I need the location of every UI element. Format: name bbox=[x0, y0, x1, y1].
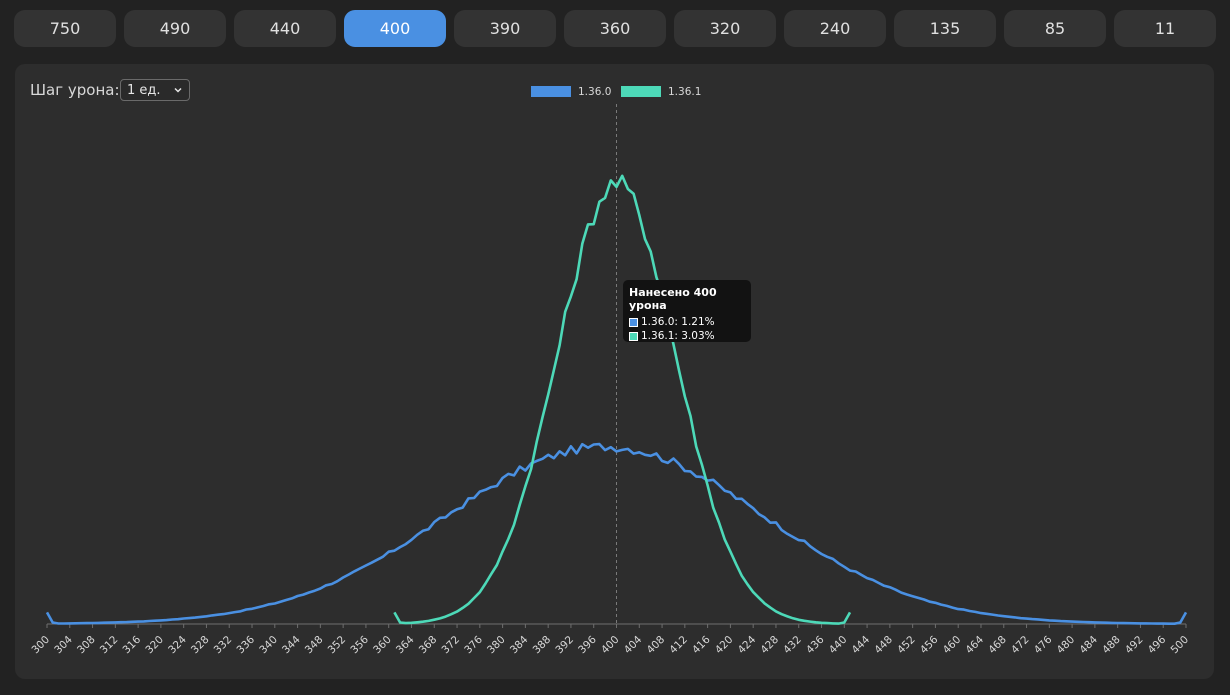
x-tick-label: 416 bbox=[690, 633, 713, 656]
x-tick-label: 424 bbox=[736, 633, 759, 656]
tooltip-swatch-1360 bbox=[629, 317, 638, 327]
x-tick-label: 380 bbox=[485, 634, 508, 657]
chart-panel: Шаг урона: 1 ед. 300 304 308 312 316 320 324 32… bbox=[15, 64, 1214, 679]
x-tick-label: 480 bbox=[1055, 634, 1078, 657]
tooltip-swatch-1361 bbox=[629, 331, 638, 341]
x-tick-label: 464 bbox=[963, 633, 986, 656]
x-tick-label: 344 bbox=[280, 633, 303, 656]
x-tick-label: 400 bbox=[599, 634, 622, 657]
tooltip-title: Нанесено 400 урона bbox=[629, 286, 717, 312]
tab-750[interactable]: 750 bbox=[14, 10, 116, 47]
x-tick-label: 340 bbox=[257, 634, 280, 657]
x-tick-label: 376 bbox=[462, 633, 485, 656]
tab-490[interactable]: 490 bbox=[124, 10, 226, 47]
tab-400[interactable]: 400 bbox=[344, 10, 446, 47]
series-line-1.36.1 bbox=[393, 174, 852, 625]
x-tick-label: 348 bbox=[303, 634, 326, 657]
x-tick-label: 468 bbox=[986, 634, 1009, 657]
tab-390[interactable]: 390 bbox=[454, 10, 556, 47]
x-tick-label: 388 bbox=[531, 634, 554, 657]
x-tick-label: 420 bbox=[713, 634, 736, 657]
chevron-down-icon bbox=[174, 87, 182, 93]
x-tick-label: 364 bbox=[394, 633, 417, 656]
tab-320[interactable]: 320 bbox=[674, 10, 776, 47]
legend-label-1.36.0: 1.36.0 bbox=[578, 86, 611, 98]
x-tick-label: 492 bbox=[1123, 634, 1146, 657]
x-tick-label: 316 bbox=[121, 633, 144, 656]
x-tick-label: 472 bbox=[1009, 634, 1032, 657]
x-tick-label: 476 bbox=[1032, 633, 1055, 656]
legend-swatch-1.36.1 bbox=[621, 86, 661, 97]
x-tick-label: 404 bbox=[622, 633, 645, 656]
x-tick-label: 448 bbox=[872, 634, 895, 657]
x-tick-label: 460 bbox=[941, 634, 964, 657]
damage-tabs: 750 490 440 400 390 360 320 240 135 85 11 bbox=[14, 10, 1216, 47]
tooltip-value-1360: 1.36.0: 1.21% bbox=[641, 316, 715, 328]
x-tick-label: 300 bbox=[29, 634, 52, 657]
x-tick-label: 308 bbox=[75, 634, 98, 657]
x-tick-label: 440 bbox=[827, 634, 850, 657]
x-tick-label: 328 bbox=[189, 634, 212, 657]
legend-label-1.36.1: 1.36.1 bbox=[668, 86, 701, 98]
tab-135[interactable]: 135 bbox=[894, 10, 996, 47]
x-tick-label: 452 bbox=[895, 634, 918, 657]
x-tick-label: 324 bbox=[166, 633, 189, 656]
chart-tooltip: Нанесено 400 урона 1.36.0: 1.21% 1.36.1:… bbox=[623, 280, 751, 342]
x-tick-label: 392 bbox=[553, 634, 576, 657]
x-tick-label: 412 bbox=[667, 634, 690, 657]
x-tick-label: 384 bbox=[508, 633, 531, 656]
x-tick-label: 408 bbox=[645, 634, 668, 657]
tab-85[interactable]: 85 bbox=[1004, 10, 1106, 47]
x-tick-label: 444 bbox=[850, 633, 873, 656]
x-tick-label: 304 bbox=[52, 633, 75, 656]
tab-11[interactable]: 11 bbox=[1114, 10, 1216, 47]
x-tick-label: 312 bbox=[98, 634, 121, 657]
x-tick-label: 500 bbox=[1168, 634, 1191, 657]
x-tick-label: 360 bbox=[371, 634, 394, 657]
step-select[interactable]: 1 ед. bbox=[120, 79, 190, 101]
x-tick-label: 332 bbox=[212, 634, 235, 657]
tooltip-row-1360: 1.36.0: 1.21% bbox=[629, 316, 745, 328]
x-tick-label: 484 bbox=[1077, 633, 1100, 656]
damage-distribution-chart[interactable]: 300 304 308 312 316 320 324 328 332 336 340 344 348 3… bbox=[15, 64, 1214, 679]
x-tick-label: 372 bbox=[440, 634, 463, 657]
x-tick-label: 428 bbox=[758, 634, 781, 657]
x-tick-label: 436 bbox=[804, 633, 827, 656]
tab-440[interactable]: 440 bbox=[234, 10, 336, 47]
x-tick-label: 432 bbox=[781, 634, 804, 657]
step-select-value: 1 ед. bbox=[127, 82, 161, 98]
x-tick-label: 352 bbox=[326, 634, 349, 657]
x-tick-label: 496 bbox=[1146, 633, 1169, 656]
tab-240[interactable]: 240 bbox=[784, 10, 886, 47]
legend-swatch-1.36.0 bbox=[531, 86, 571, 97]
x-tick-label: 456 bbox=[918, 633, 941, 656]
tab-360[interactable]: 360 bbox=[564, 10, 666, 47]
tooltip-value-1361: 1.36.1: 3.03% bbox=[641, 330, 715, 342]
x-tick-label: 320 bbox=[143, 634, 166, 657]
series-line-1.36.0 bbox=[45, 442, 1188, 625]
x-tick-label: 356 bbox=[348, 633, 371, 656]
tooltip-row-1361: 1.36.1: 3.03% bbox=[629, 330, 745, 342]
step-label: Шаг урона: bbox=[30, 81, 120, 99]
x-tick-label: 368 bbox=[417, 634, 440, 657]
x-tick-label: 396 bbox=[576, 633, 599, 656]
x-tick-label: 488 bbox=[1100, 634, 1123, 657]
x-tick-label: 336 bbox=[234, 633, 257, 656]
